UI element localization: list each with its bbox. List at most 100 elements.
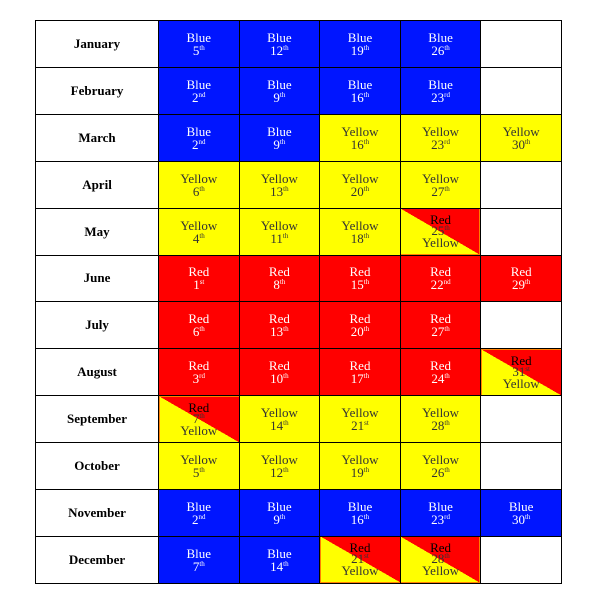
cell-day-suffix: th bbox=[283, 372, 289, 381]
cell-day: 31 bbox=[512, 363, 526, 379]
empty-cell bbox=[480, 66, 562, 115]
yellow-collection-cell: Yellow 12th bbox=[238, 442, 321, 491]
cell-color-label: Red bbox=[188, 358, 210, 374]
month-row: February Blue 2nd Blue 9th Blue 16th Blue 23rd bbox=[35, 66, 562, 115]
cell-day: 27 bbox=[431, 324, 445, 340]
cell-color-top: Red bbox=[349, 540, 371, 556]
blue-collection-cell: Blue 16th bbox=[319, 489, 401, 537]
cell-color-top: Red bbox=[430, 212, 452, 228]
red-collection-cell: Red 24th bbox=[399, 348, 482, 397]
cell-color-label: Blue bbox=[186, 29, 212, 45]
month-row: October Yellow 5th Yellow 12th Yellow 19th Yell… bbox=[35, 442, 562, 491]
cell-color-label: Yellow bbox=[260, 217, 298, 233]
red-collection-cell: Red 13th bbox=[238, 301, 321, 350]
cell-day: 12 bbox=[270, 42, 284, 58]
cell-day-suffix: th bbox=[444, 224, 450, 233]
cell-date: 2nd bbox=[159, 137, 238, 151]
cell-day-suffix: th bbox=[283, 466, 289, 475]
month-label: September bbox=[35, 395, 159, 444]
cell-day: 21 bbox=[351, 551, 365, 567]
cell-date: 24th bbox=[401, 372, 480, 385]
cell-day: 25 bbox=[431, 223, 445, 239]
cell-color-label: Blue bbox=[186, 545, 212, 561]
empty-cell bbox=[480, 207, 562, 256]
month-label: July bbox=[35, 301, 159, 350]
cell-date: 23rd bbox=[401, 513, 480, 526]
cell-day: 20 bbox=[350, 183, 364, 199]
split-collection-cell: Red 28th Yellow bbox=[399, 535, 482, 584]
cell-date: 8th bbox=[240, 277, 319, 293]
cell-day-suffix: st bbox=[364, 419, 369, 428]
cell-day-suffix: st bbox=[364, 552, 369, 561]
cell-color-label: Yellow bbox=[341, 123, 379, 139]
month-label: November bbox=[35, 489, 159, 537]
cell-date: 18th bbox=[321, 232, 400, 245]
cell-day: 14 bbox=[270, 418, 284, 434]
cell-date: 12th bbox=[240, 42, 319, 58]
cell-color-label: Blue bbox=[428, 76, 453, 92]
cell-date: 23rd bbox=[401, 138, 480, 151]
month-label: March bbox=[35, 113, 159, 162]
month-row: September Red 7th Yellow Yellow 14th Yellow 21s… bbox=[35, 395, 562, 444]
cell-date: 9th bbox=[240, 513, 319, 526]
cell-color-bottom: Yellow bbox=[422, 563, 460, 579]
split-collection-cell: Red 31st Yellow bbox=[480, 348, 562, 397]
cell-day: 2 bbox=[192, 512, 199, 528]
cell-day-suffix: th bbox=[444, 552, 450, 561]
cell-color-bottom: Yellow bbox=[422, 235, 460, 251]
month-label: April bbox=[35, 160, 159, 209]
cell-color-label: Red bbox=[268, 264, 290, 280]
blue-collection-cell: Blue 2nd bbox=[158, 489, 240, 537]
cell-day-suffix: th bbox=[199, 184, 205, 193]
blue-collection-cell: Blue 9th bbox=[238, 66, 321, 115]
red-collection-cell: Red 10th bbox=[238, 348, 321, 397]
cell-color-label: Blue bbox=[186, 76, 212, 92]
cell-date: 2nd bbox=[159, 512, 238, 528]
cell-day: 11 bbox=[270, 230, 283, 246]
empty-cell bbox=[480, 20, 562, 68]
cell-day: 13 bbox=[270, 324, 284, 340]
cell-day: 1 bbox=[193, 277, 200, 293]
cell-day: 13 bbox=[270, 183, 284, 199]
cell-day: 8 bbox=[273, 277, 280, 293]
blue-collection-cell: Blue 26th bbox=[399, 20, 482, 68]
empty-cell bbox=[480, 535, 562, 584]
cell-day: 6 bbox=[192, 183, 200, 199]
red-collection-cell: Red 15th bbox=[319, 254, 401, 303]
cell-date: 9th bbox=[240, 91, 319, 104]
cell-day-suffix: th bbox=[524, 278, 531, 287]
cell-day-suffix: th bbox=[363, 90, 370, 99]
cell-day-suffix: th bbox=[363, 137, 370, 146]
cell-date: 16th bbox=[321, 90, 400, 104]
cell-date: 28th bbox=[401, 552, 480, 565]
cell-day-suffix: th bbox=[363, 372, 370, 381]
cell-color-label: Yellow bbox=[260, 405, 298, 421]
red-collection-cell: Red 17th bbox=[319, 348, 401, 397]
cell-date: 10th bbox=[240, 372, 319, 385]
cell-day: 17 bbox=[350, 371, 364, 387]
cell-date: 26th bbox=[401, 465, 480, 481]
schedule-body: January Blue 5th Blue 12th Blue 19th Blue 26th Fe… bbox=[35, 20, 562, 584]
cell-color-label: Red bbox=[430, 264, 452, 280]
cell-day: 20 bbox=[350, 324, 364, 340]
cell-day: 26 bbox=[431, 465, 445, 481]
cell-day: 3 bbox=[192, 371, 200, 387]
cell-day: 2 bbox=[192, 89, 199, 105]
cell-day-suffix: th bbox=[444, 43, 450, 52]
cell-date: 19th bbox=[321, 466, 400, 479]
cell-color-label: Yellow bbox=[180, 170, 218, 186]
yellow-collection-cell: Yellow 11th bbox=[238, 207, 321, 256]
month-label: February bbox=[35, 66, 159, 115]
cell-color-label: Yellow bbox=[260, 170, 298, 186]
cell-color-label: Blue bbox=[267, 545, 292, 561]
cell-date: 14th bbox=[240, 418, 319, 434]
cell-day: 26 bbox=[431, 42, 445, 58]
cell-day-suffix: rd bbox=[199, 372, 205, 381]
cell-date: 25th bbox=[401, 223, 480, 239]
blue-collection-cell: Blue 9th bbox=[238, 489, 321, 537]
blue-collection-cell: Blue 16th bbox=[319, 66, 401, 115]
cell-date: 6th bbox=[159, 183, 238, 199]
cell-color-label: Blue bbox=[428, 29, 453, 45]
cell-date: 17th bbox=[321, 371, 400, 387]
cell-day-suffix: nd bbox=[198, 137, 206, 146]
